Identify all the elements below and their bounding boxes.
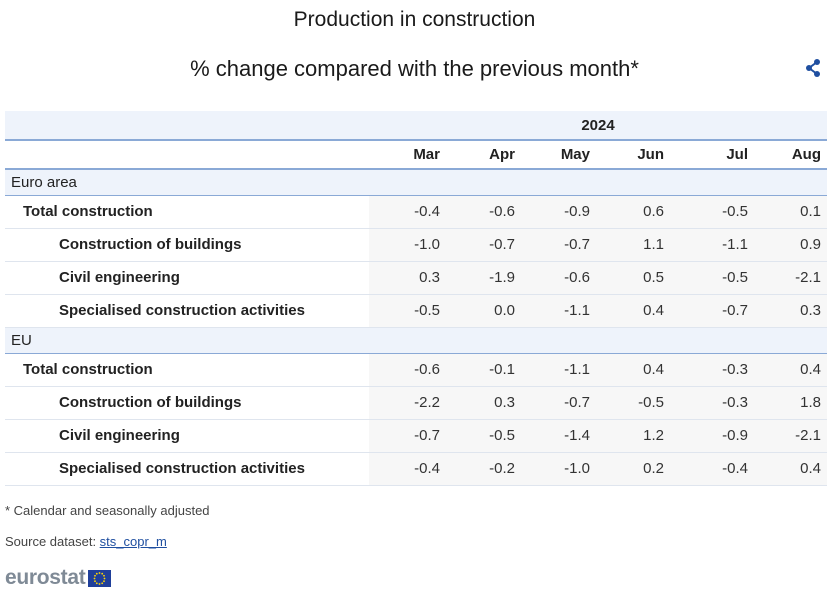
chart-title: Production in construction [293, 8, 536, 31]
value-cell: -0.9 [670, 419, 754, 453]
value-cell: 0.4 [754, 452, 827, 486]
value-cell: -0.4 [369, 452, 446, 486]
value-cell: -0.7 [369, 419, 446, 453]
table-row: Specialised construction activities -0.4-… [5, 452, 827, 486]
value-cell: -0.4 [369, 195, 446, 229]
value-cell: -0.7 [521, 386, 596, 420]
value-cell: -2.1 [754, 419, 827, 453]
table-row: Civil engineering 0.3 -1.9 -0.6 0.5 -0.5 -2.1 [5, 261, 827, 295]
value-cell: -0.3 [670, 353, 754, 387]
footnote: * Calendar and seasonally adjusted [5, 503, 210, 518]
value-cell: 0.0 [446, 294, 521, 328]
table-row: Total construction -0.4 -0.6 -0.9 0.6 -0.5 0.1 [5, 195, 827, 229]
row-label: Construction of buildings [5, 386, 369, 420]
year-header: 2024 [369, 111, 827, 141]
row-label: Civil engineering [5, 261, 369, 295]
value-cell: -1.1 [521, 353, 596, 387]
value-cell: 0.4 [754, 353, 827, 387]
month-header-mar: Mar [369, 140, 446, 170]
table-row: Total construction -0.6 -0.1 -1.1 0.4 -0.3 0.4 [5, 353, 827, 387]
value-cell: -0.5 [670, 195, 754, 229]
value-cell: -1.9 [446, 261, 521, 295]
group-label: EU [5, 327, 827, 354]
value-cell: -0.5 [446, 419, 521, 453]
source-label: Source dataset: [5, 534, 100, 549]
value-cell: 0.2 [596, 452, 670, 486]
value-cell: -0.1 [446, 353, 521, 387]
month-header-may: May [521, 140, 596, 170]
value-cell: -0.4 [670, 452, 754, 486]
row-label: Construction of buildings [5, 228, 369, 262]
row-label: Total construction [5, 195, 369, 229]
eurostat-logo[interactable]: eurostat [5, 566, 112, 590]
eu-flag-icon [88, 569, 112, 587]
value-cell: 0.3 [369, 261, 446, 295]
value-cell: -0.5 [670, 261, 754, 295]
value-cell: -0.5 [369, 294, 446, 328]
value-cell: 0.5 [596, 261, 670, 295]
value-cell: -0.6 [521, 261, 596, 295]
table-row: Construction of buildings -1.0 -0.7 -0.7 1.1… [5, 228, 827, 262]
month-header-apr: Apr [446, 140, 521, 170]
month-header-aug: Aug [754, 140, 827, 170]
value-cell: 1.8 [754, 386, 827, 420]
value-cell: -0.5 [596, 386, 670, 420]
group-row: Euro area [5, 169, 827, 196]
table-row: Specialised construction activities -0.5 0… [5, 294, 827, 328]
value-cell: 0.9 [754, 228, 827, 262]
value-cell: -1.4 [521, 419, 596, 453]
row-label-header [5, 140, 369, 170]
value-cell: -0.6 [369, 353, 446, 387]
value-cell: -2.1 [754, 261, 827, 295]
source-dataset-link[interactable]: sts_copr_m [99, 534, 167, 549]
row-label: Specialised construction activities [5, 452, 369, 486]
value-cell: 0.3 [754, 294, 827, 328]
value-cell: 0.4 [596, 353, 670, 387]
value-cell: 0.3 [446, 386, 521, 420]
value-cell: 0.6 [596, 195, 670, 229]
logo-text: eurostat [5, 566, 86, 589]
value-cell: -1.1 [670, 228, 754, 262]
value-cell: -1.0 [521, 452, 596, 486]
month-header-jun: Jun [596, 140, 670, 170]
row-label: Civil engineering [5, 419, 369, 453]
row-label: Total construction [5, 353, 369, 387]
value-cell: -0.7 [521, 228, 596, 262]
value-cell: -0.7 [670, 294, 754, 328]
value-cell: 1.2 [596, 419, 670, 453]
month-header-row: Mar Apr May Jun Jul Aug [5, 140, 827, 170]
table-row: Construction of buildings -2.2 0.3 -0.7 -0.5… [5, 386, 827, 420]
value-cell: -0.3 [670, 386, 754, 420]
year-header-spacer [5, 111, 369, 141]
value-cell: 1.1 [596, 228, 670, 262]
value-cell: -0.2 [446, 452, 521, 486]
data-table: 2024 Mar Apr May Jun Jul Aug Euro area Total c… [5, 111, 827, 486]
value-cell: -1.1 [521, 294, 596, 328]
value-cell: 0.4 [596, 294, 670, 328]
group-label: Euro area [5, 169, 827, 196]
year-header-row: 2024 [5, 111, 827, 141]
table-row: Civil engineering -0.7 -0.5 -1.4 1.2 -0.9 -2.1 [5, 419, 827, 453]
group-row: EU [5, 327, 827, 354]
value-cell: -0.9 [521, 195, 596, 229]
source-line: Source dataset: sts_copr_m [5, 534, 167, 549]
value-cell: -0.6 [446, 195, 521, 229]
data-table-container: 2024 Mar Apr May Jun Jul Aug Euro area Total c… [5, 111, 827, 486]
value-cell: 0.1 [754, 195, 827, 229]
row-label: Specialised construction activities [5, 294, 369, 328]
value-cell: -2.2 [369, 386, 446, 420]
value-cell: -0.7 [446, 228, 521, 262]
share-icon[interactable] [803, 58, 823, 78]
value-cell: -1.0 [369, 228, 446, 262]
chart-subtitle: % change compared with the previous mont… [190, 56, 639, 81]
month-header-jul: Jul [670, 140, 754, 170]
table-body: Euro area Total construction -0.4 -0.6 -0.9 0… [5, 169, 827, 486]
